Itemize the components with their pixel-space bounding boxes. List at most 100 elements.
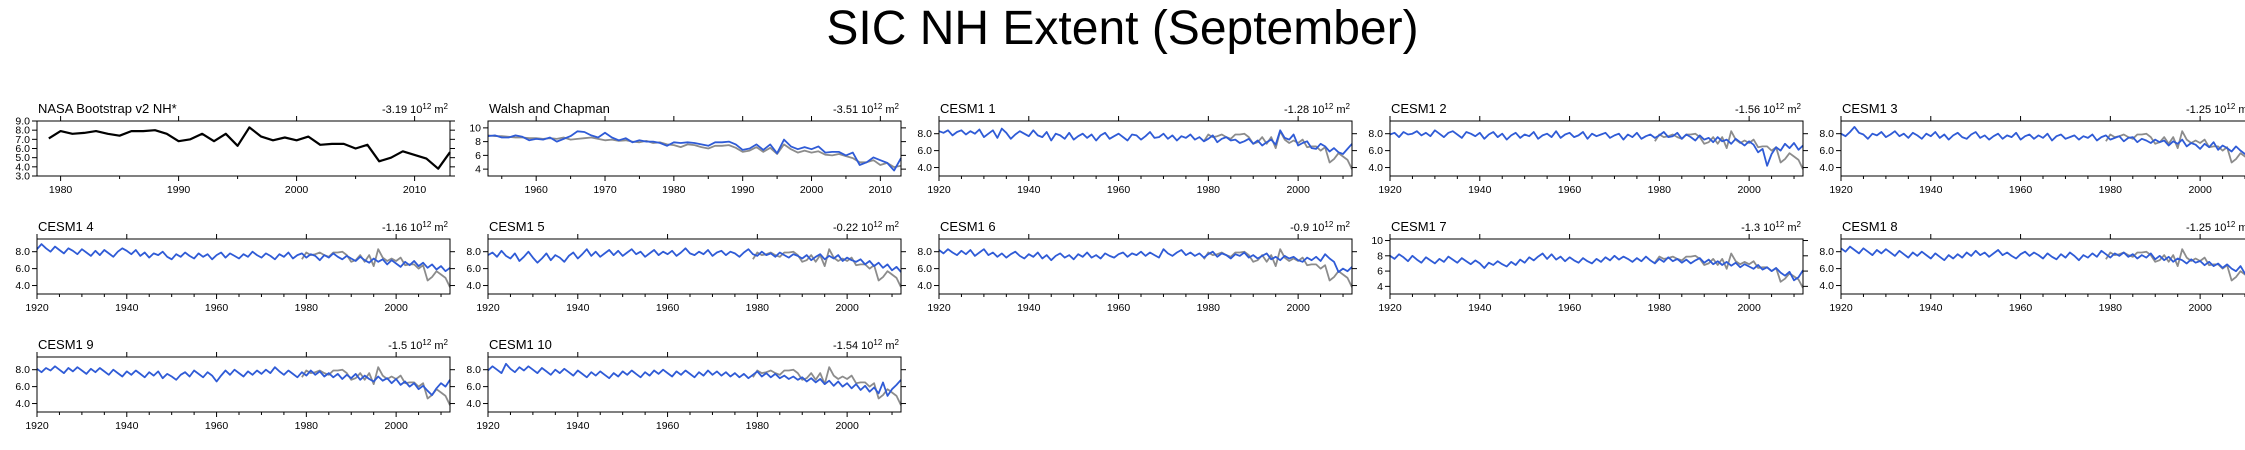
plot-frame — [487, 238, 902, 295]
panel-title: CESM1 3 — [1842, 101, 1898, 116]
plot-frame — [487, 356, 902, 413]
trend-trend_sq: m — [1784, 104, 1796, 116]
series-line-reference — [752, 248, 902, 288]
x-tick-label: 2000 — [2188, 184, 2212, 196]
panel-title: CESM1 10 — [489, 337, 552, 352]
y-tick-label: 6.0 — [917, 145, 932, 157]
x-tick-label: 1920 — [927, 184, 951, 196]
trend-label: -1.28 1012 m2 — [1284, 102, 1351, 117]
series-line-model — [487, 247, 902, 273]
y-tick-label: 4.0 — [466, 398, 481, 410]
plot-frame — [1389, 120, 1804, 177]
trend-trend_value: -1.5 — [388, 340, 410, 352]
x-tick-label: 1960 — [656, 420, 680, 432]
trend-trend_exp: 12 — [422, 338, 431, 347]
trend-trend_unit: 10 — [1312, 222, 1324, 234]
series-line-reference — [1654, 130, 1804, 170]
trend-label: -1.56 1012 m2 — [1735, 102, 1802, 117]
trend-trend_exp: 12 — [1324, 102, 1333, 111]
trend-trend_value: -1.3 — [1741, 222, 1763, 234]
series-line-model — [36, 243, 451, 273]
x-tick-label: 1920 — [1378, 184, 1402, 196]
y-tick-label: 6.0 — [917, 263, 932, 275]
figure-title: SIC NH Extent (September) — [826, 2, 1419, 55]
x-tick-label: 1940 — [115, 302, 139, 314]
trend-trend_sq: m — [1333, 222, 1345, 234]
panel-5: 1920 1940 1960 1980 2000 4.0 6.0 8.0 CESM1 3 -1.2… — [1819, 101, 2245, 196]
trend-trend_unit: 10 — [861, 340, 873, 352]
x-tick-label: 2000 — [835, 420, 859, 432]
trend-label: -3.19 1012 m2 — [382, 102, 449, 117]
plot-frame — [938, 238, 1353, 295]
x-tick-label: 1960 — [1558, 184, 1582, 196]
panel-2: 1960 1970 1980 1990 2000 2010 4 6 8 10 Walsh and C… — [469, 101, 906, 196]
panel-6: 1920 1940 1960 1980 2000 4.0 6.0 8.0 CESM1 4 -1.1… — [15, 219, 455, 314]
trend-trend_pow: 2 — [895, 102, 900, 111]
x-tick-label: 1960 — [205, 302, 229, 314]
trend-trend_value: -3.51 — [833, 104, 861, 116]
trend-trend_sq: m — [2235, 104, 2245, 116]
x-tick-label: 1980 — [49, 184, 73, 196]
x-tick-label: 1960 — [205, 420, 229, 432]
trend-trend_exp: 12 — [873, 220, 882, 229]
x-tick-label: 1940 — [1468, 302, 1492, 314]
panel-title: CESM1 7 — [1391, 219, 1447, 234]
plot-frame — [1389, 238, 1804, 295]
y-tick-label: 8.0 — [1819, 128, 1834, 140]
y-tick-label: 8.0 — [917, 246, 932, 258]
panel-title: CESM1 2 — [1391, 101, 1447, 116]
series-line-reference — [2105, 130, 2245, 164]
y-tick-label: 9.0 — [15, 116, 30, 128]
panel-4: 1920 1940 1960 1980 2000 4.0 6.0 8.0 CESM1 2 -1.5… — [1368, 101, 1808, 196]
trend-trend_sq: m — [882, 340, 894, 352]
trend-trend_exp: 12 — [1775, 220, 1784, 229]
x-tick-label: 1960 — [656, 302, 680, 314]
x-tick-label: 1940 — [1017, 184, 1041, 196]
trend-trend_unit: 10 — [2214, 222, 2226, 234]
y-tick-label: 7.0 — [15, 134, 30, 146]
x-tick-label: 1940 — [1017, 302, 1041, 314]
y-tick-label: 4 — [475, 164, 481, 176]
y-tick-label: 4.0 — [1368, 162, 1383, 174]
x-tick-label: 1960 — [525, 184, 549, 196]
x-tick-label: 2000 — [285, 184, 309, 196]
trend-trend_exp: 12 — [2226, 220, 2235, 229]
trend-label: -1.5 1012 m2 — [388, 338, 448, 353]
panel-title: CESM1 9 — [38, 337, 94, 352]
trend-trend_value: -1.25 — [2186, 222, 2214, 234]
plot-frame — [1840, 238, 2245, 295]
y-tick-label: 4.0 — [917, 280, 932, 292]
y-tick-label: 6.0 — [466, 381, 481, 393]
trend-trend_unit: 10 — [410, 104, 422, 116]
x-tick-label: 2000 — [800, 184, 824, 196]
trend-label: -1.54 1012 m2 — [833, 338, 900, 353]
trend-trend_exp: 12 — [1324, 220, 1333, 229]
trend-trend_sq: m — [431, 104, 443, 116]
x-tick-label: 1980 — [2099, 302, 2123, 314]
trend-label: -0.22 1012 m2 — [833, 220, 900, 235]
trend-label: -0.9 1012 m2 — [1290, 220, 1350, 235]
y-tick-label: 6.0 — [15, 143, 30, 155]
trend-trend_sq: m — [2235, 222, 2245, 234]
trend-trend_pow: 2 — [1346, 102, 1351, 111]
series-line-model — [36, 365, 451, 397]
panel-title: CESM1 6 — [940, 219, 996, 234]
trend-label: -1.16 1012 m2 — [382, 220, 449, 235]
y-tick-label: 3.0 — [15, 171, 30, 183]
x-tick-label: 1960 — [1107, 184, 1131, 196]
x-tick-label: 2010 — [869, 184, 893, 196]
x-tick-label: 1980 — [1648, 184, 1672, 196]
x-tick-label: 1960 — [2009, 184, 2033, 196]
x-tick-label: 1940 — [566, 302, 590, 314]
x-tick-label: 1920 — [1378, 302, 1402, 314]
panel-title: Walsh and Chapman — [489, 101, 610, 116]
x-tick-label: 2000 — [1737, 184, 1761, 196]
x-tick-label: 1980 — [746, 420, 770, 432]
series-line-reference — [301, 366, 451, 406]
y-tick-label: 8.0 — [466, 364, 481, 376]
trend-trend_pow: 2 — [1797, 102, 1802, 111]
trend-trend_sq: m — [882, 104, 894, 116]
x-tick-label: 1990 — [731, 184, 755, 196]
trend-trend_value: -0.9 — [1290, 222, 1312, 234]
